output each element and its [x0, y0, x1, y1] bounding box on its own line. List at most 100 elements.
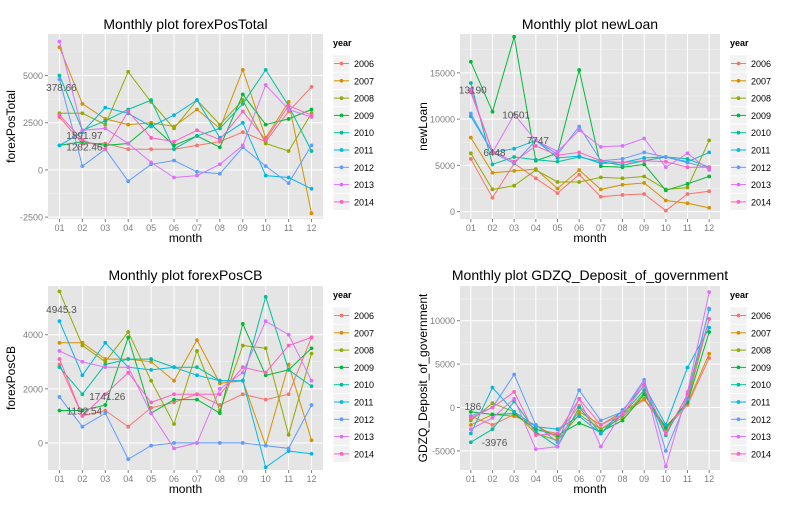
legend-key-point	[736, 452, 741, 456]
data-point-2010	[80, 392, 85, 397]
data-point-2009	[172, 397, 176, 402]
data-point-2013	[263, 319, 268, 324]
data-point-2012	[309, 143, 314, 148]
legend-entry-label: 2013	[751, 432, 771, 442]
x-tick-label: 01	[466, 223, 476, 233]
data-point-2012	[57, 77, 62, 82]
legend-entry-label: 2012	[751, 415, 771, 425]
y-tick-label: 5000	[435, 360, 455, 370]
y-axis-label: forexPosTotal	[4, 90, 18, 163]
data-point-2014	[195, 128, 199, 133]
data-point-2009	[490, 412, 495, 417]
data-point-2012	[103, 411, 108, 416]
data-point-2014	[620, 160, 625, 165]
data-point-2009	[57, 408, 62, 413]
data-point-2012	[80, 424, 85, 429]
data-point-2014	[240, 365, 245, 370]
chart-panel-1: -2500 0 2500 5000 01 02 03 04 05 06 07 08 09 10 11 12 37…	[4, 16, 374, 245]
legend: year 2006 2007 2008 2009 2010 2011 2012 2013 2014	[729, 38, 771, 211]
data-point-2006	[468, 156, 473, 161]
data-point-2013	[598, 144, 603, 149]
data-point-2011	[685, 365, 690, 370]
x-tick-label: 06	[169, 474, 179, 484]
data-point-2012	[240, 441, 245, 445]
data-point-2012	[172, 158, 176, 163]
data-point-2007	[707, 206, 712, 210]
chart-panel-2: 0 5000 10000 15000 01 02 03 04 05 06 07 08 09 10 11 12 1…	[416, 16, 771, 245]
data-point-2013	[286, 107, 291, 112]
data-point-2009	[217, 411, 222, 416]
data-point-2009	[309, 346, 314, 351]
legend-entry-label: 2008	[354, 94, 374, 104]
data-point-2007	[598, 187, 603, 192]
data-point-2011	[598, 161, 603, 166]
x-axis-label: month	[573, 482, 606, 496]
legend-entry-label: 2012	[751, 163, 771, 173]
data-point-2013	[126, 141, 131, 146]
legend-entry-label: 2006	[751, 59, 771, 69]
data-point-2013	[620, 144, 625, 148]
data-point-2007	[577, 409, 582, 414]
legend-entry-label: 2008	[354, 346, 374, 356]
data-point-2011	[149, 124, 154, 129]
data-point-2008	[103, 359, 108, 364]
data-point-2009	[286, 117, 291, 121]
data-point-2008	[57, 289, 62, 294]
legend-entry-label: 2009	[354, 111, 374, 121]
data-point-2013	[555, 149, 560, 154]
data-point-2008	[490, 187, 495, 192]
data-point-2013	[685, 151, 690, 156]
data-point-2014	[707, 317, 712, 321]
data-point-2010	[685, 156, 690, 161]
data-point-2010	[309, 384, 314, 389]
data-point-2014	[80, 137, 85, 142]
x-tick-label: 05	[552, 474, 562, 484]
data-point-2009	[309, 107, 314, 112]
x-tick-label: 03	[100, 223, 110, 233]
series-line-2009	[59, 93, 312, 148]
series-line-2014	[470, 92, 710, 168]
data-point-2008	[172, 126, 176, 131]
data-point-2014	[663, 431, 668, 436]
legend-key-point	[339, 382, 344, 387]
y-tick-label: 2000	[23, 384, 43, 394]
data-point-2010	[195, 365, 199, 370]
series-line-2009	[59, 322, 312, 414]
data-point-2006	[620, 193, 625, 197]
chart-title: Monthly plot forexPosCB	[108, 267, 262, 283]
data-point-2011	[468, 431, 473, 436]
plot-background	[48, 34, 323, 219]
legend-key-point	[339, 365, 344, 370]
legend-entry-label: 2006	[354, 311, 374, 321]
legend-key-point	[736, 182, 741, 187]
data-point-2013	[149, 411, 154, 416]
data-point-2012	[172, 441, 176, 445]
y-tick-label: 0	[38, 438, 43, 448]
chart-panel-4: -5000 0 5000 10000 01 02 03 04 05 06 07 08 09 10 11 12 1…	[416, 267, 771, 496]
data-point-2011	[598, 431, 603, 436]
legend-title: year	[730, 38, 749, 48]
data-point-2013	[598, 444, 603, 449]
data-point-2014	[512, 389, 517, 394]
data-point-2007	[149, 359, 154, 364]
data-point-2007	[217, 381, 222, 386]
data-point-2013	[172, 446, 176, 451]
data-point-2014	[533, 144, 538, 148]
data-point-2006	[577, 172, 582, 177]
data-point-2011	[512, 409, 517, 414]
legend: year 2006 2007 2008 2009 2010 2011 2012 2013 2014	[729, 290, 771, 463]
x-tick-label: 08	[617, 474, 627, 484]
data-point-2006	[555, 191, 560, 196]
data-point-2014	[103, 147, 108, 152]
data-point-2008	[172, 422, 176, 426]
data-point-2013	[286, 332, 291, 337]
data-point-2007	[286, 100, 291, 104]
data-point-2009	[598, 164, 603, 169]
data-point-2006	[103, 408, 108, 413]
annotation-label: 1891.97	[66, 131, 103, 142]
data-point-2008	[263, 346, 268, 351]
legend-key-point	[736, 148, 741, 152]
legend-key-point	[339, 348, 344, 352]
data-point-2010	[577, 405, 582, 410]
legend-entry-label: 2007	[354, 76, 374, 86]
